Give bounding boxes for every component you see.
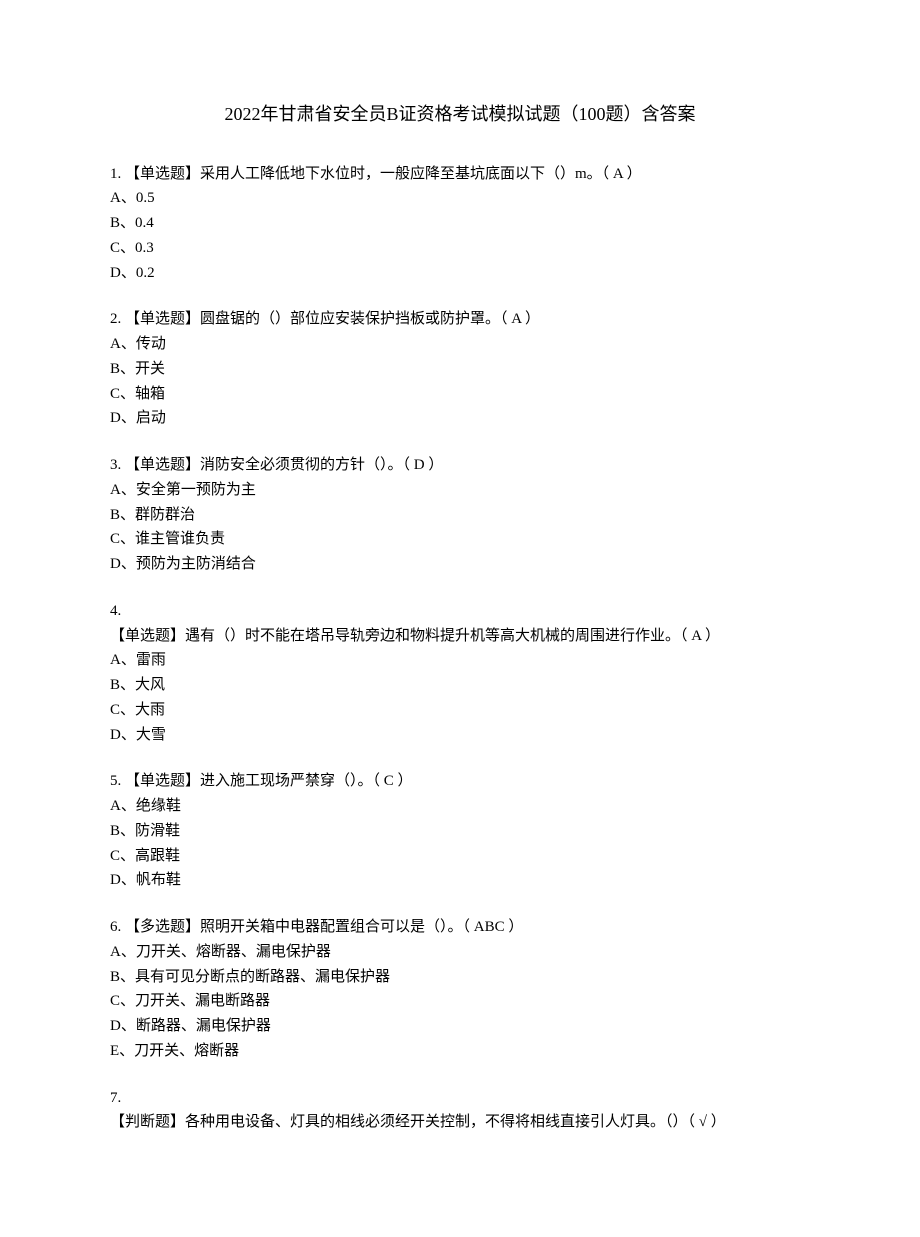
- question-option: C、谁主管谁负责: [110, 527, 810, 552]
- question-option: D、启动: [110, 406, 810, 431]
- document-title: 2022年甘肃省安全员B证资格考试模拟试题（100题）含答案: [110, 100, 810, 130]
- question-option: A、刀开关、熔断器、漏电保护器: [110, 940, 810, 965]
- question-option: B、具有可见分断点的断路器、漏电保护器: [110, 965, 810, 990]
- question-option: D、大雪: [110, 723, 810, 748]
- question-text: 5. 【单选题】进入施工现场严禁穿（）。（ C ）: [110, 769, 810, 794]
- question-option: C、刀开关、漏电断路器: [110, 989, 810, 1014]
- question-option: C、0.3: [110, 236, 810, 261]
- question-block: 5. 【单选题】进入施工现场严禁穿（）。（ C ）A、绝缘鞋B、防滑鞋C、高跟鞋…: [110, 769, 810, 893]
- question-option: D、帆布鞋: [110, 868, 810, 893]
- question-block: 1. 【单选题】采用人工降低地下水位时，一般应降至基坑底面以下（）m。（ A ）…: [110, 162, 810, 286]
- question-option: C、大雨: [110, 698, 810, 723]
- question-option: B、开关: [110, 357, 810, 382]
- question-option: B、大风: [110, 673, 810, 698]
- question-block: 4.【单选题】遇有（）时不能在塔吊导轨旁边和物料提升机等高大机械的周围进行作业。…: [110, 599, 810, 748]
- question-option: A、安全第一预防为主: [110, 478, 810, 503]
- question-option: D、0.2: [110, 261, 810, 286]
- question-option: A、绝缘鞋: [110, 794, 810, 819]
- question-block: 6. 【多选题】照明开关箱中电器配置组合可以是（）。（ ABC ）A、刀开关、熔…: [110, 915, 810, 1064]
- question-option: D、断路器、漏电保护器: [110, 1014, 810, 1039]
- question-text: 2. 【单选题】圆盘锯的（）部位应安装保护挡板或防护罩。（ A ）: [110, 307, 810, 332]
- question-block: 3. 【单选题】消防安全必须贯彻的方针（）。（ D ）A、安全第一预防为主B、群…: [110, 453, 810, 577]
- question-option: B、防滑鞋: [110, 819, 810, 844]
- question-number: 4.: [110, 599, 810, 624]
- question-option: A、传动: [110, 332, 810, 357]
- question-text: 【单选题】遇有（）时不能在塔吊导轨旁边和物料提升机等高大机械的周围进行作业。（ …: [110, 624, 810, 649]
- questions-list: 1. 【单选题】采用人工降低地下水位时，一般应降至基坑底面以下（）m。（ A ）…: [110, 162, 810, 1136]
- question-option: C、高跟鞋: [110, 844, 810, 869]
- question-option: A、0.5: [110, 186, 810, 211]
- question-text: 3. 【单选题】消防安全必须贯彻的方针（）。（ D ）: [110, 453, 810, 478]
- question-option: C、轴箱: [110, 382, 810, 407]
- question-option: E、刀开关、熔断器: [110, 1039, 810, 1064]
- question-option: D、预防为主防消结合: [110, 552, 810, 577]
- question-block: 7.【判断题】各种用电设备、灯具的相线必须经开关控制，不得将相线直接引人灯具。（…: [110, 1086, 810, 1136]
- question-block: 2. 【单选题】圆盘锯的（）部位应安装保护挡板或防护罩。（ A ）A、传动B、开…: [110, 307, 810, 431]
- question-option: B、0.4: [110, 211, 810, 236]
- question-text: 6. 【多选题】照明开关箱中电器配置组合可以是（）。（ ABC ）: [110, 915, 810, 940]
- question-number: 7.: [110, 1086, 810, 1111]
- question-option: A、雷雨: [110, 648, 810, 673]
- question-option: B、群防群治: [110, 503, 810, 528]
- question-text: 【判断题】各种用电设备、灯具的相线必须经开关控制，不得将相线直接引人灯具。（）（…: [110, 1110, 810, 1135]
- question-text: 1. 【单选题】采用人工降低地下水位时，一般应降至基坑底面以下（）m。（ A ）: [110, 162, 810, 187]
